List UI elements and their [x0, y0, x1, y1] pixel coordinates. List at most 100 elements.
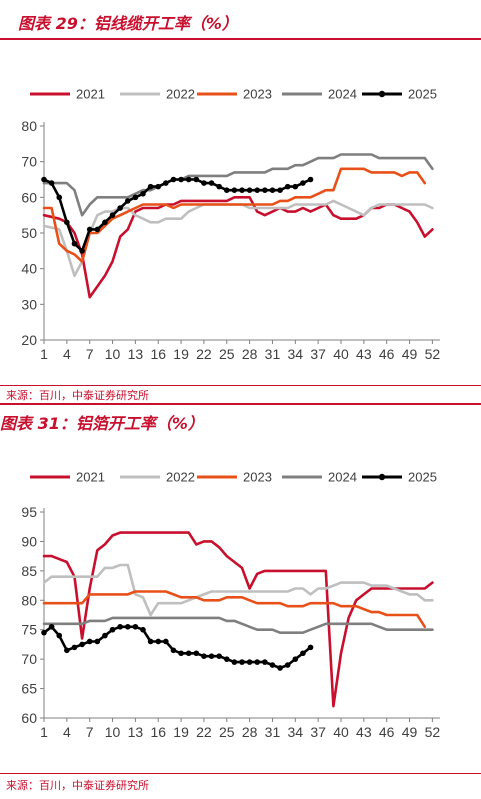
data-point-2025 — [94, 226, 101, 233]
x-tick-label: 1 — [40, 724, 48, 740]
x-tick-label: 37 — [310, 724, 326, 740]
data-point-2025 — [239, 659, 245, 665]
y-tick-label: 20 — [21, 332, 37, 348]
x-tick-label: 52 — [425, 724, 441, 740]
title-divider-2-top — [0, 403, 481, 405]
data-point-2025 — [208, 180, 215, 186]
x-tick-label: 19 — [173, 346, 189, 362]
data-point-2025 — [300, 650, 306, 657]
data-point-2025 — [216, 183, 222, 190]
x-tick-label: 4 — [63, 724, 71, 740]
x-tick-label: 28 — [242, 346, 258, 362]
series-line-2024 — [42, 153, 434, 217]
x-tick-label: 16 — [150, 724, 166, 740]
series-line-2021 — [42, 531, 434, 708]
x-tick-label: 13 — [128, 724, 144, 740]
data-point-2025 — [86, 638, 93, 645]
data-point-2025 — [71, 240, 78, 247]
x-tick-label: 43 — [356, 346, 372, 362]
data-point-2025 — [254, 659, 261, 665]
y-tick-label: 85 — [21, 563, 37, 579]
data-point-2025 — [56, 194, 63, 201]
data-point-2025 — [277, 665, 283, 671]
legend-label-2024: 2024 — [328, 470, 357, 485]
data-point-2025 — [48, 623, 55, 630]
data-point-2025 — [269, 662, 276, 668]
legend-label-2023: 2023 — [243, 87, 272, 102]
y-tick-label: 50 — [21, 225, 37, 241]
data-point-2025 — [56, 632, 63, 639]
legend-item-2022: 2022 — [120, 470, 195, 485]
y-tick-label: 75 — [21, 622, 37, 638]
data-point-2025 — [269, 187, 276, 193]
data-point-2025 — [284, 662, 291, 668]
series-line-2024 — [42, 616, 434, 634]
data-point-2025 — [140, 190, 146, 197]
data-point-2025 — [246, 187, 253, 193]
data-point-2025 — [64, 219, 70, 226]
legend-item-2024: 2024 — [282, 87, 357, 102]
legend-marker-2025 — [378, 90, 386, 98]
y-tick-label: 90 — [21, 533, 37, 549]
data-point-2025 — [300, 180, 306, 186]
legend-item-2023: 2023 — [197, 87, 272, 102]
x-tick-label: 43 — [356, 724, 372, 740]
data-point-2025 — [79, 641, 85, 648]
x-tick-label: 40 — [333, 724, 349, 740]
data-point-2025 — [86, 226, 93, 233]
data-point-2025 — [102, 219, 108, 226]
x-tick-label: 7 — [86, 724, 94, 740]
x-tick-label: 49 — [402, 724, 418, 740]
data-point-2025 — [239, 187, 245, 193]
data-point-2025 — [262, 187, 268, 193]
x-tick-label: 28 — [242, 724, 258, 740]
chart-31-title: 图表 31：铝箔开工率（%） — [0, 414, 204, 433]
data-point-2025 — [41, 176, 47, 183]
y-tick-label: 70 — [21, 154, 37, 170]
data-point-2025 — [201, 653, 207, 659]
series-line-2023 — [42, 590, 427, 629]
x-tick-label: 10 — [105, 346, 121, 362]
y-tick-label: 60 — [21, 189, 37, 205]
legend-marker-2025 — [378, 473, 386, 481]
data-point-2025 — [41, 629, 47, 636]
legend-item-2024: 2024 — [282, 470, 357, 485]
data-point-2025 — [94, 638, 101, 645]
data-point-2025 — [124, 198, 131, 204]
legend-item-2022: 2022 — [120, 87, 195, 102]
x-tick-label: 34 — [288, 724, 304, 740]
x-tick-label: 16 — [150, 346, 166, 362]
data-point-2025 — [163, 180, 169, 186]
data-point-2025 — [292, 656, 299, 662]
data-point-2025 — [307, 644, 314, 651]
data-point-2025 — [117, 623, 123, 630]
chart-29-source: 来源：百川，中泰证券研究所 — [6, 389, 149, 402]
x-tick-label: 22 — [196, 346, 212, 362]
legend-label-2021: 2021 — [76, 470, 105, 485]
data-point-2025 — [185, 176, 192, 183]
series-line-2022 — [42, 199, 434, 278]
legend-label-2025: 2025 — [408, 87, 437, 102]
legend-label-2023: 2023 — [243, 470, 272, 485]
title-divider-1 — [0, 38, 481, 40]
x-tick-label: 1 — [40, 346, 48, 362]
chart-29-title: 图表 29：铝线缆开工率（%） — [18, 14, 238, 33]
legend-label-2022: 2022 — [166, 470, 195, 485]
legend-item-2021: 2021 — [30, 87, 105, 102]
x-tick-label: 31 — [265, 346, 281, 362]
x-tick-label: 40 — [333, 346, 349, 362]
data-point-2025 — [64, 647, 70, 654]
data-point-2025 — [262, 659, 268, 665]
y-tick-label: 80 — [21, 592, 37, 608]
legend-item-2023: 2023 — [197, 470, 272, 485]
data-point-2025 — [155, 638, 162, 645]
data-point-2025 — [48, 180, 55, 186]
legend-item-2025: 2025 — [362, 87, 437, 102]
data-point-2025 — [231, 659, 238, 665]
x-tick-label: 4 — [63, 346, 71, 362]
x-tick-label: 19 — [173, 724, 189, 740]
data-point-2025 — [109, 626, 116, 633]
x-tick-label: 37 — [310, 346, 326, 362]
data-point-2025 — [147, 638, 154, 645]
